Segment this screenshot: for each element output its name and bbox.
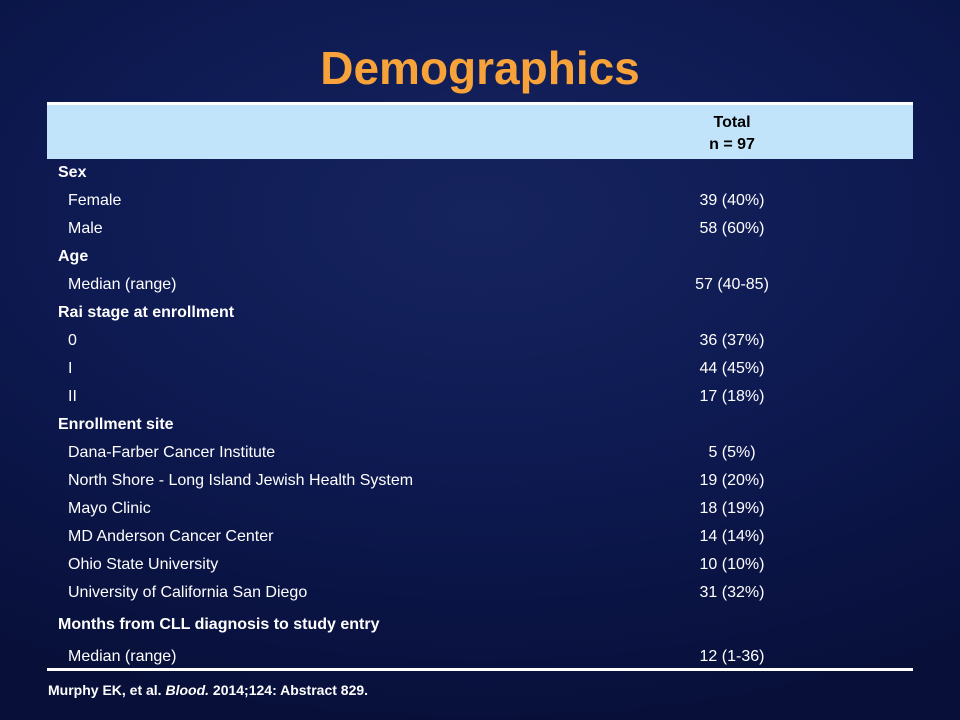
row-value: 31 (32%) [699, 584, 765, 601]
row-label: Female [68, 192, 122, 209]
row-label: Mayo Clinic [68, 500, 151, 517]
table-header: Total n = 97 [47, 105, 913, 159]
row-value: 14 (14%) [699, 528, 765, 545]
section-row: Enrollment site [47, 411, 913, 439]
row-value: 58 (60%) [699, 220, 765, 237]
row-label: Median (range) [68, 276, 177, 293]
citation: Murphy EK, et al. Blood. 2014;124: Abstr… [48, 680, 368, 700]
row-label: Months from CLL diagnosis to study entry [58, 616, 380, 633]
header-total-column: Total n = 97 [645, 112, 819, 156]
section-row: Rai stage at enrollment [47, 299, 913, 327]
table-row: North Shore - Long Island Jewish Health … [47, 467, 913, 495]
row-value: 57 (40-85) [695, 276, 769, 293]
section-row: Months from CLL diagnosis to study entry [47, 611, 913, 639]
row-value: 12 (1-36) [699, 648, 765, 665]
table-row: 0 36 (37%) [47, 327, 913, 355]
row-label: Dana-Farber Cancer Institute [68, 444, 276, 461]
row-value: 36 (37%) [699, 332, 765, 349]
citation-details: 2014;124: Abstract 829. [209, 682, 369, 698]
table-row: Dana-Farber Cancer Institute 5 (5%) [47, 439, 913, 467]
citation-journal: Blood. [165, 682, 210, 698]
table-row: Female 39 (40%) [47, 187, 913, 215]
row-value: 5 (5%) [708, 444, 756, 461]
row-value: 17 (18%) [699, 388, 765, 405]
row-value: 10 (10%) [699, 556, 765, 573]
row-label: North Shore - Long Island Jewish Health … [68, 472, 414, 489]
table-bottom-rule [47, 668, 913, 671]
table-row: II 17 (18%) [47, 383, 913, 411]
row-value: 39 (40%) [699, 192, 765, 209]
section-row: Sex [47, 159, 913, 187]
row-label: University of California San Diego [68, 584, 308, 601]
table-row: MD Anderson Cancer Center 14 (14%) [47, 523, 913, 551]
table-row: Median (range) 57 (40-85) [47, 271, 913, 299]
row-label: MD Anderson Cancer Center [68, 528, 274, 545]
citation-authors: Murphy EK, et al. [48, 682, 166, 698]
row-value: 44 (45%) [699, 360, 765, 377]
table-row: Mayo Clinic 18 (19%) [47, 495, 913, 523]
row-label: Sex [58, 164, 87, 181]
table-top-rule [47, 102, 913, 105]
row-label: 0 [68, 332, 77, 349]
table-row: University of California San Diego 31 (3… [47, 579, 913, 607]
table-row: Male 58 (60%) [47, 215, 913, 243]
row-value: 18 (19%) [699, 500, 765, 517]
row-label: Ohio State University [68, 556, 219, 573]
page-title: Demographics [320, 42, 640, 94]
table-row: I 44 (45%) [47, 355, 913, 383]
row-label: Age [58, 248, 89, 265]
row-label: Rai stage at enrollment [58, 304, 235, 321]
header-total-n: n = 97 [709, 136, 755, 153]
table-row: Ohio State University 10 (10%) [47, 551, 913, 579]
row-value: 19 (20%) [699, 472, 765, 489]
table-row: Median (range) 12 (1-36) [47, 643, 913, 671]
row-label: Enrollment site [58, 416, 174, 433]
row-label: Median (range) [68, 648, 177, 665]
row-label: II [68, 388, 77, 405]
row-label: I [68, 360, 73, 377]
header-total-label: Total [713, 114, 751, 131]
row-label: Male [68, 220, 103, 237]
section-row: Age [47, 243, 913, 271]
